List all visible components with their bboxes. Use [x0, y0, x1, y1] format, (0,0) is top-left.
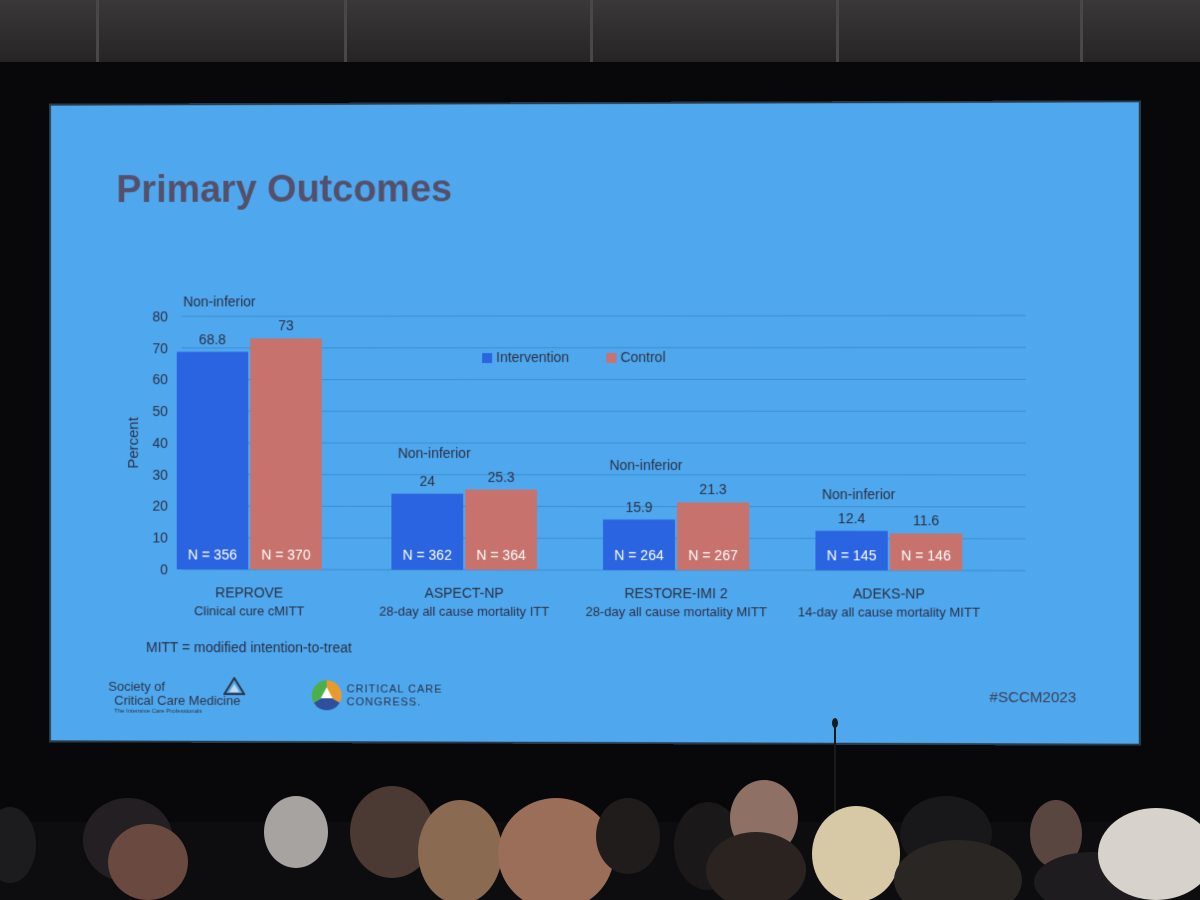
n-label: N = 364: [476, 547, 526, 563]
legend-swatch-control: [606, 353, 616, 363]
congress-logo-line1: CRITICAL CARE: [347, 683, 443, 695]
category-label: RESTORE-IMI 2: [624, 585, 728, 601]
y-tick-label: 60: [152, 372, 168, 388]
non-inferior-label: Non-inferior: [609, 457, 683, 473]
legend-swatch-intervention: [482, 353, 492, 363]
non-inferior-label: Non-inferior: [183, 294, 256, 310]
sccm-logo-tagline: The Intensive Care Professionals: [114, 709, 202, 715]
y-tick-label: 50: [152, 403, 168, 419]
n-label: N = 356: [188, 546, 237, 562]
non-inferior-label: Non-inferior: [398, 445, 471, 461]
data-label: 24: [420, 473, 436, 489]
y-tick-label: 10: [152, 530, 168, 546]
ceiling-seam: [590, 0, 593, 62]
gridline: [182, 316, 1026, 317]
category-subtitle: 14-day all cause mortality MITT: [798, 604, 980, 619]
audience-heads: [0, 770, 1200, 900]
bar-control-reprove: [250, 338, 322, 569]
congress-circle-icon: [311, 679, 343, 711]
data-label: 11.6: [913, 512, 940, 528]
audience-head: [0, 807, 36, 883]
category-subtitle: Clinical cure cMITT: [194, 603, 304, 618]
footnote: MITT = modified intention-to-treat: [146, 639, 352, 655]
y-tick-label: 0: [160, 561, 168, 577]
sccm-logo-line1: Society of: [108, 679, 165, 694]
sccm-logo: Society of Critical Care Medicine The In…: [106, 677, 265, 717]
y-tick-label: 40: [152, 435, 168, 451]
data-label: 25.3: [487, 469, 514, 485]
data-label: 12.4: [838, 510, 866, 526]
audience-head: [498, 798, 614, 900]
category-subtitle: 28-day all cause mortality ITT: [379, 604, 549, 619]
category-label: ADEKS-NP: [853, 585, 925, 601]
presentation-slide: Primary Outcomes 0 10 20 30 40 50 60 70 80 Percen…: [51, 102, 1139, 743]
audience-head: [108, 824, 188, 900]
n-label: N = 146: [901, 547, 951, 563]
category-label: REPROVE: [215, 584, 283, 600]
ceiling-seam: [836, 0, 839, 62]
n-label: N = 267: [688, 547, 738, 563]
category-subtitle: 28-day all cause mortality MITT: [585, 604, 767, 619]
non-inferior-label: Non-inferior: [822, 486, 896, 502]
audience-head: [812, 806, 900, 900]
y-tick-label: 70: [152, 340, 168, 356]
legend-label-control: Control: [620, 349, 665, 365]
hashtag: #SCCM2023: [990, 689, 1077, 706]
data-label: 15.9: [625, 499, 652, 515]
category-label: ASPECT-NP: [425, 585, 504, 601]
critical-care-congress-logo: CRITICAL CARE CONGRESS.: [311, 677, 460, 717]
audience-head: [264, 796, 328, 868]
data-label: 21.3: [699, 481, 727, 497]
y-tick-label: 30: [152, 467, 168, 483]
data-label: 73: [278, 317, 294, 333]
audience-head: [596, 798, 660, 874]
n-label: N = 362: [403, 547, 452, 563]
y-tick-label: 20: [152, 498, 168, 514]
n-label: N = 370: [261, 547, 310, 563]
ceiling-seam: [344, 0, 347, 62]
sccm-logo-line2: Critical Care Medicine: [114, 693, 240, 708]
y-axis-title: Percent: [125, 416, 142, 468]
sccm-triangle-icon: [223, 677, 245, 695]
ceiling-seam: [96, 0, 99, 62]
bar-intervention-reprove: [177, 352, 248, 570]
audience-head: [418, 800, 502, 900]
y-tick-label: 80: [152, 308, 168, 324]
congress-logo-line2: CONGRESS.: [347, 696, 422, 708]
n-label: N = 264: [614, 547, 664, 563]
data-label: 68.8: [199, 331, 226, 347]
ceiling-seam: [1080, 0, 1083, 62]
ceiling: [0, 0, 1200, 62]
legend-label-intervention: Intervention: [496, 349, 569, 365]
n-label: N = 145: [827, 547, 877, 563]
